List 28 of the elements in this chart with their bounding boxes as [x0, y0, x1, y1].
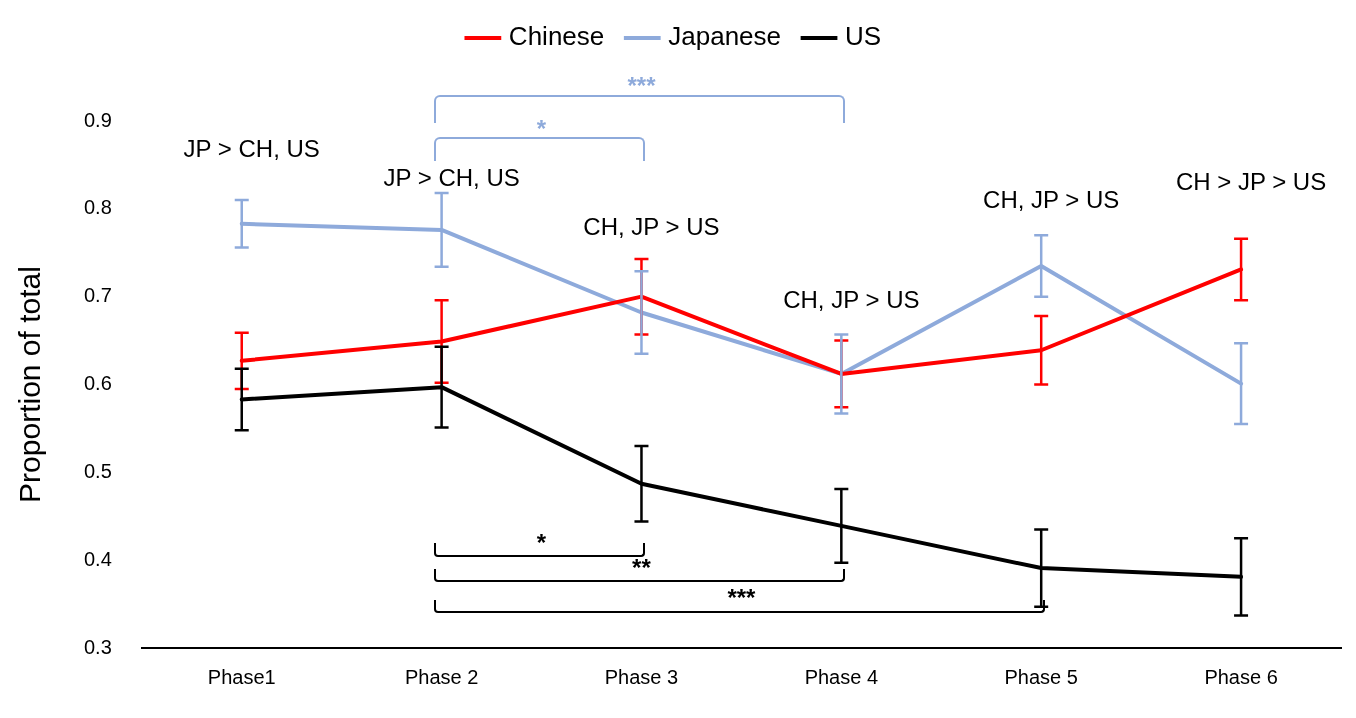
- x-tick-label: Phase1: [207, 665, 276, 688]
- legend-label: Japanese: [668, 21, 782, 52]
- x-tick-label: Phase 3: [604, 665, 679, 688]
- legend-label: Chinese: [508, 21, 605, 52]
- annotation: ***: [727, 584, 757, 612]
- annotation: *: [536, 115, 547, 143]
- y-tick-label: 0.8: [83, 196, 112, 219]
- y-tick-label: 0.6: [83, 372, 112, 395]
- annotation: *: [536, 528, 547, 556]
- annotation: CH > JP > US: [1175, 167, 1327, 195]
- legend-label: US: [845, 21, 882, 52]
- x-tick-label: Phase 5: [1004, 665, 1078, 688]
- annotation: CH, JP > US: [983, 186, 1120, 214]
- y-tick-label: 0.5: [83, 459, 112, 482]
- annotation: **: [632, 554, 652, 582]
- y-tick-label: 0.7: [83, 284, 112, 307]
- x-tick-label: Phase 6: [1204, 665, 1278, 688]
- y-axis-title: Proportion of total: [13, 266, 47, 503]
- annotation: JP > CH, US: [383, 163, 520, 191]
- x-tick-label: Phase 2: [404, 665, 479, 688]
- annotation: JP > CH, US: [183, 134, 320, 162]
- annotation: CH, JP > US: [583, 212, 720, 240]
- x-tick-label: Phase 4: [804, 665, 879, 688]
- text: ***: [627, 72, 657, 100]
- y-tick-label: 0.9: [83, 108, 112, 131]
- y-tick-label: 0.4: [83, 547, 112, 570]
- y-tick-label: 0.3: [83, 635, 112, 658]
- annotation: CH, JP > US: [783, 285, 920, 313]
